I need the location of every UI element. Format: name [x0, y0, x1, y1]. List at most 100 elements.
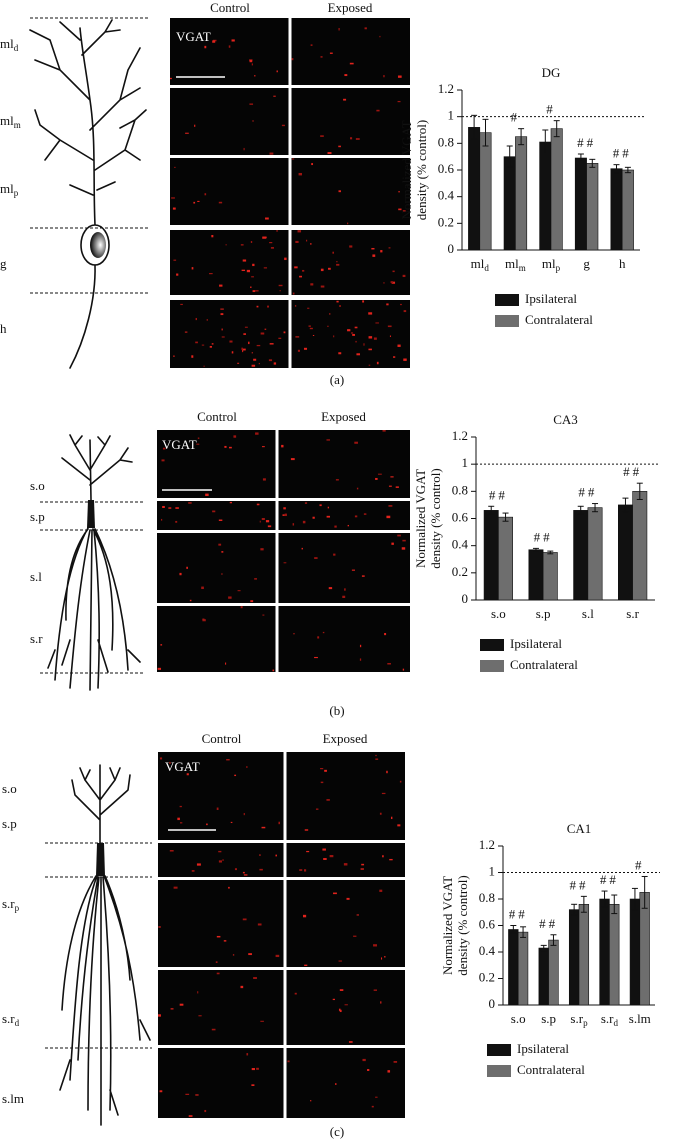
micrograph	[158, 843, 284, 877]
puncta	[273, 362, 277, 365]
layer-label: mlm	[0, 113, 21, 130]
puncta	[335, 1083, 337, 1085]
puncta	[240, 244, 244, 246]
legend-swatch	[480, 660, 504, 672]
puncta	[251, 364, 256, 367]
puncta	[320, 268, 324, 272]
layer-label-main: s.r	[2, 896, 15, 911]
puncta	[212, 510, 216, 513]
puncta	[314, 656, 318, 659]
puncta	[249, 59, 253, 63]
y-tick-label: 1.2	[452, 428, 468, 443]
puncta	[284, 513, 287, 517]
bar	[508, 929, 519, 1006]
x-tick-label-sub: p	[556, 263, 561, 273]
significance-label: #	[511, 110, 521, 125]
puncta	[265, 520, 270, 523]
x-tick-label-main: ml	[471, 256, 485, 271]
puncta	[228, 886, 230, 889]
puncta	[170, 1008, 174, 1010]
puncta	[242, 348, 246, 351]
layer-label-sub: p	[14, 188, 19, 198]
puncta	[226, 759, 230, 761]
puncta	[373, 337, 377, 340]
puncta	[320, 285, 325, 288]
puncta	[373, 944, 378, 947]
puncta	[250, 286, 252, 288]
puncta	[297, 230, 302, 233]
puncta	[267, 305, 269, 308]
puncta	[157, 667, 162, 670]
puncta	[294, 992, 297, 995]
puncta	[246, 766, 248, 768]
puncta	[362, 300, 365, 303]
legend-label: Ipsilateral	[517, 1041, 569, 1056]
puncta	[243, 812, 245, 816]
bar	[599, 898, 610, 1006]
puncta	[218, 850, 222, 853]
puncta	[295, 336, 300, 338]
puncta	[211, 1028, 216, 1031]
puncta	[343, 98, 347, 101]
column-header: Exposed	[323, 731, 368, 746]
puncta	[329, 313, 331, 315]
y-tick-label: 0.8	[438, 134, 454, 149]
puncta	[344, 74, 348, 77]
puncta	[231, 39, 235, 42]
y-tick-label: 1.2	[479, 837, 495, 852]
puncta	[364, 27, 367, 30]
puncta	[179, 822, 183, 824]
bar	[503, 156, 516, 251]
puncta	[369, 313, 371, 315]
x-tick-label-sub: d	[613, 1018, 618, 1028]
puncta	[346, 897, 350, 900]
significance-label: ##	[539, 916, 558, 931]
puncta	[205, 493, 209, 497]
puncta	[320, 768, 324, 770]
puncta	[398, 191, 400, 193]
puncta	[324, 769, 327, 772]
bar	[548, 939, 559, 1006]
legend-swatch	[480, 639, 504, 651]
puncta	[291, 58, 294, 61]
y-tick-label: 0.6	[452, 509, 469, 524]
puncta	[338, 190, 341, 193]
puncta	[393, 356, 396, 358]
puncta	[191, 267, 194, 270]
puncta	[290, 458, 295, 461]
puncta	[256, 1067, 259, 1070]
puncta	[312, 516, 315, 519]
bar	[517, 931, 529, 1006]
puncta	[196, 443, 200, 445]
bar	[542, 552, 558, 601]
legend-label: Ipsilateral	[510, 636, 562, 651]
puncta	[375, 754, 377, 757]
y-tick-label: 0.4	[479, 943, 496, 958]
puncta	[261, 518, 265, 521]
puncta	[281, 444, 284, 448]
puncta	[243, 333, 246, 335]
puncta	[326, 799, 330, 801]
puncta	[389, 858, 393, 861]
micrograph	[157, 501, 276, 530]
bar	[515, 136, 528, 251]
puncta	[338, 1008, 341, 1011]
panel-label: (a)	[330, 372, 344, 387]
puncta	[254, 578, 257, 580]
stain-label: VGAT	[165, 759, 200, 774]
puncta	[234, 868, 237, 871]
column-header: Exposed	[321, 409, 366, 424]
puncta	[375, 322, 379, 324]
puncta	[338, 145, 341, 148]
puncta	[377, 473, 382, 475]
puncta	[372, 254, 376, 257]
puncta	[197, 991, 199, 994]
stain-label: VGAT	[176, 29, 211, 44]
bar	[586, 163, 599, 251]
puncta	[322, 848, 326, 851]
layer-label: s.l	[30, 569, 42, 584]
puncta	[253, 358, 257, 361]
puncta	[216, 935, 221, 938]
puncta	[225, 662, 227, 665]
legend-label: Contralateral	[517, 1062, 585, 1077]
